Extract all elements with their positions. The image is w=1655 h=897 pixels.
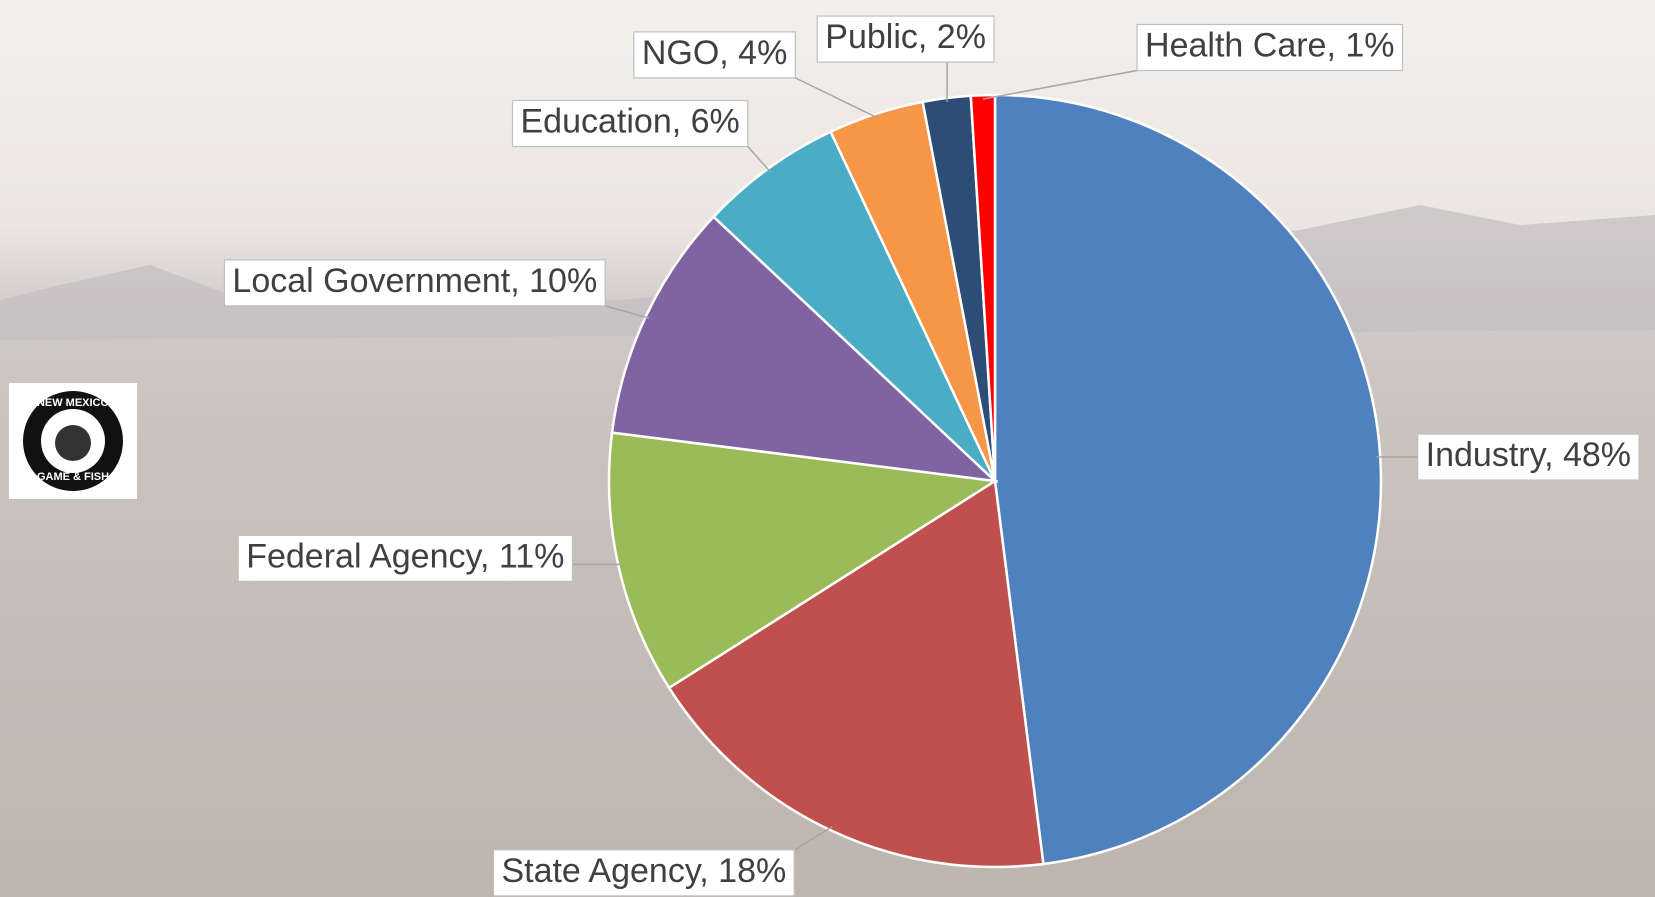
logo-bottom: GAME & FISH [37,471,109,483]
data-label: State Agency, 18% [501,852,786,890]
data-label: Health Care, 1% [1145,26,1394,64]
logo-bear [55,425,91,461]
data-label: Industry, 48% [1426,436,1631,474]
data-label: Education, 6% [521,102,740,140]
data-label: Public, 2% [825,18,986,56]
data-label: Federal Agency, 11% [246,537,564,575]
data-label: Local Government, 10% [232,262,597,300]
logo: NEW MEXICO GAME & FISH [9,383,137,499]
logo-top: NEW MEXICO [37,397,110,409]
data-label: NGO, 4% [642,34,787,72]
chart: NEW MEXICO GAME & FISH Industry, 48% Stat… [0,0,1655,897]
